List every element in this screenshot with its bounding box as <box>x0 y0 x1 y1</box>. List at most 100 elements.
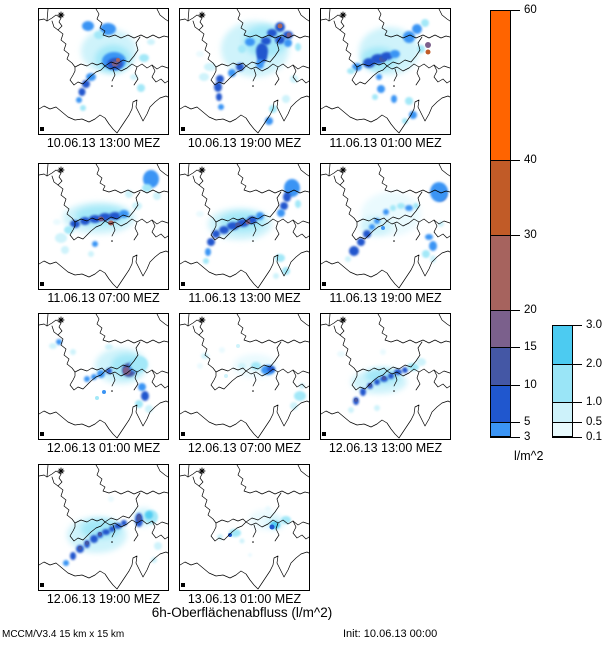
runoff-blob <box>216 75 224 83</box>
runoff-blob <box>381 226 385 230</box>
runoff-blob <box>70 552 76 560</box>
colorbar-outline <box>490 10 511 437</box>
runoff-blob <box>97 370 105 378</box>
runoff-blob <box>265 506 271 512</box>
runoff-blob <box>145 405 153 413</box>
map-panel: 10.06.13 13:00 MEZ <box>38 8 169 150</box>
runoff-blob <box>86 73 96 81</box>
runoff-blob <box>407 363 419 371</box>
runoff-blob <box>145 511 153 519</box>
runoff-blob <box>219 347 225 353</box>
runoff-blob <box>82 21 94 31</box>
model-info: MCCM/V3.4 15 km x 15 km <box>2 629 125 640</box>
colorbar-tick <box>552 437 582 438</box>
runoff-blob <box>151 557 157 563</box>
map-panel: 11.06.13 07:00 MEZ <box>38 163 169 305</box>
runoff-blob <box>275 254 285 262</box>
runoff-blob <box>138 383 146 391</box>
runoff-blob <box>369 224 375 230</box>
runoff-blob <box>388 373 394 379</box>
runoff-blob <box>360 388 366 396</box>
runoff-blob <box>238 45 246 53</box>
runoff-blob <box>123 367 131 375</box>
colorbar-tick <box>490 234 520 236</box>
panel-timestamp: 12.06.13 13:00 MEZ <box>328 441 443 455</box>
runoff-blob <box>391 95 397 103</box>
runoff-blob <box>204 63 216 71</box>
runoff-blob <box>201 353 209 359</box>
runoff-blob <box>102 390 106 394</box>
runoff-blob <box>283 192 291 202</box>
colorbar-tick-label: 3 <box>524 431 531 443</box>
runoff-blob <box>70 349 76 355</box>
runoff-blob <box>56 339 62 345</box>
runoff-blob <box>372 94 378 100</box>
runoff-blob <box>267 29 277 37</box>
colorbar-segment <box>490 347 511 385</box>
runoff-blob <box>347 68 355 74</box>
runoff-blob <box>430 255 436 263</box>
runoff-blob <box>94 31 104 39</box>
runoff-blob <box>63 560 69 566</box>
runoff-map <box>321 164 450 289</box>
colorbar-tick-label: 0.1 <box>586 431 602 443</box>
map-panel: 11.06.13 13:00 MEZ <box>179 163 310 305</box>
colorbar-segment <box>552 402 573 422</box>
runoff-blob <box>108 220 114 226</box>
init-time: Init: 10.06.13 00:00 <box>343 628 438 640</box>
colorbar-tick-label: 2.0 <box>586 357 602 370</box>
runoff-blob <box>425 49 431 55</box>
runoff-blob <box>102 529 110 535</box>
runoff-blob <box>90 535 98 543</box>
panel-timestamp: 11.06.13 13:00 MEZ <box>188 291 301 305</box>
runoff-blob <box>281 516 291 524</box>
runoff-blob <box>81 519 121 539</box>
runoff-map <box>39 314 168 439</box>
runoff-blob <box>374 379 380 385</box>
runoff-blob <box>394 369 402 375</box>
runoff-blob <box>273 273 279 279</box>
runoff-blob <box>374 405 380 411</box>
runoff-blob <box>78 88 86 96</box>
runoff-blob <box>125 190 133 198</box>
runoff-blob <box>368 383 372 387</box>
runoff-blob <box>196 211 204 217</box>
runoff-blob <box>248 553 252 557</box>
runoff-blob <box>137 84 145 92</box>
panel-timestamp: 11.06.13 07:00 MEZ <box>47 291 160 305</box>
colorbar-tick <box>552 421 582 423</box>
colorbar-tick <box>490 159 520 161</box>
map-panel: 10.06.13 19:00 MEZ <box>179 8 310 150</box>
panel-timestamp: 11.06.13 01:00 MEZ <box>329 136 442 150</box>
runoff-blob <box>261 37 271 45</box>
runoff-blob <box>295 200 301 208</box>
runoff-blob <box>80 217 90 225</box>
colorbar-tick <box>552 363 582 365</box>
runoff-blob <box>438 221 444 227</box>
colorbar-tick-label: 3.0 <box>586 319 602 331</box>
runoff-blob <box>345 256 351 262</box>
runoff-map <box>39 465 168 590</box>
runoff-blob <box>49 343 57 349</box>
colorbar-tick <box>552 325 582 326</box>
runoff-blob <box>84 376 90 382</box>
runoff-blob <box>284 39 292 47</box>
runoff-blob <box>390 205 396 211</box>
runoff-blob <box>354 398 358 402</box>
colorbar-tick-label: 60 <box>524 4 537 16</box>
colorbar-segment <box>552 363 573 403</box>
panel-timestamp: 12.06.13 01:00 MEZ <box>46 441 161 455</box>
runoff-blob <box>196 51 204 57</box>
runoff-blob <box>425 234 433 240</box>
runoff-blob <box>390 50 400 58</box>
colorbar-tick-label: 20 <box>524 303 537 316</box>
colorbar-tick <box>490 309 520 311</box>
runoff-blob <box>245 38 255 46</box>
runoff-blob <box>267 366 275 372</box>
map-panel: 12.06.13 19:00 MEZ <box>38 464 169 606</box>
runoff-blob <box>92 241 98 247</box>
map-panel: 12.06.13 01:00 MEZ <box>38 313 169 455</box>
runoff-blob <box>98 532 102 536</box>
runoff-map <box>180 9 309 134</box>
